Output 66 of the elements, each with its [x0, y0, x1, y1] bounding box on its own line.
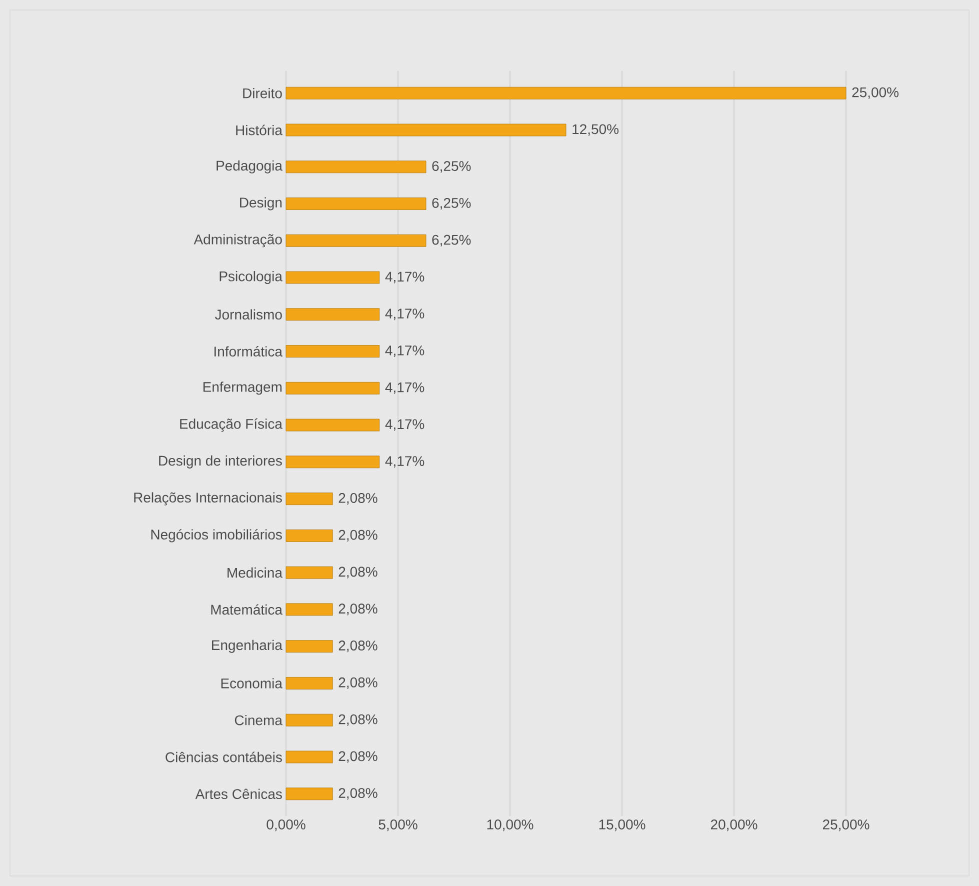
data-label: 6,25% [432, 161, 471, 173]
y-tick-label: Negócios imobiliários [151, 529, 282, 542]
x-tick-label: 15,00% [599, 820, 646, 832]
y-tick-label: Medicina [228, 567, 282, 578]
bar [286, 271, 380, 284]
data-label: 4,17% [385, 382, 424, 394]
bar [286, 714, 333, 726]
y-tick-label: Direito [243, 88, 282, 98]
data-label: 2,08% [338, 566, 378, 578]
x-tick-label: 20,00% [710, 820, 758, 832]
data-label: 4,17% [385, 346, 424, 358]
y-tick-label: Pedagogia [216, 160, 282, 174]
x-tick-label: 0,00% [266, 820, 306, 832]
x-tick-label: 5,00% [378, 820, 418, 832]
bar [286, 308, 380, 321]
bar [286, 234, 426, 247]
data-label: 2,08% [338, 751, 378, 763]
x-tick-label: 25,00% [822, 820, 870, 832]
bar [286, 492, 333, 506]
bar [286, 418, 380, 432]
data-label: 2,08% [338, 788, 378, 800]
bar [286, 124, 566, 136]
y-tick-label: Design [240, 197, 282, 210]
y-tick-label: Informática [214, 346, 282, 357]
bar [286, 160, 426, 174]
y-tick-label: Ciências contábeis [166, 752, 282, 762]
x-tick-label: 10,00% [487, 820, 534, 832]
y-tick-label: Matemática [211, 604, 282, 615]
bar [286, 603, 333, 616]
y-tick-label: Relações Internacionais [134, 492, 282, 506]
y-tick-label: Design de interiores [159, 455, 282, 468]
bar [286, 677, 333, 690]
data-label: 12,50% [572, 124, 619, 136]
y-tick-label: Artes Cênicas [195, 788, 282, 800]
data-label: 25,00% [852, 87, 899, 99]
data-label: 6,25% [432, 234, 471, 246]
data-label: 2,08% [338, 530, 378, 542]
bar [286, 382, 380, 394]
bar [286, 198, 426, 210]
y-tick-label: História [236, 124, 282, 136]
bar [286, 750, 333, 764]
data-label: 4,17% [385, 308, 424, 320]
bar [286, 530, 333, 542]
y-tick-label: Engenharia [212, 640, 282, 653]
y-tick-label: Enfermagem [203, 382, 282, 395]
y-tick-label: Cinema [234, 714, 282, 726]
bar [286, 566, 333, 579]
y-tick-label: Jornalismo [215, 309, 282, 320]
data-label: 2,08% [338, 714, 378, 726]
bar [286, 456, 380, 468]
data-label: 2,08% [338, 677, 378, 690]
bar [286, 86, 846, 100]
y-tick-label: Psicologia [220, 271, 282, 284]
data-label: 4,17% [385, 456, 424, 468]
bar [286, 788, 333, 800]
data-label: 2,08% [338, 604, 378, 616]
data-label: 2,08% [338, 493, 378, 505]
y-tick-label: Economia [221, 678, 282, 688]
data-label: 4,17% [385, 272, 424, 284]
bar [286, 345, 380, 358]
bar [286, 640, 333, 653]
data-label: 4,17% [385, 419, 424, 431]
y-tick-label: Educação Física [180, 418, 282, 432]
y-tick-label: Administração [194, 234, 282, 248]
data-label: 6,25% [432, 198, 471, 210]
data-label: 2,08% [338, 640, 378, 652]
